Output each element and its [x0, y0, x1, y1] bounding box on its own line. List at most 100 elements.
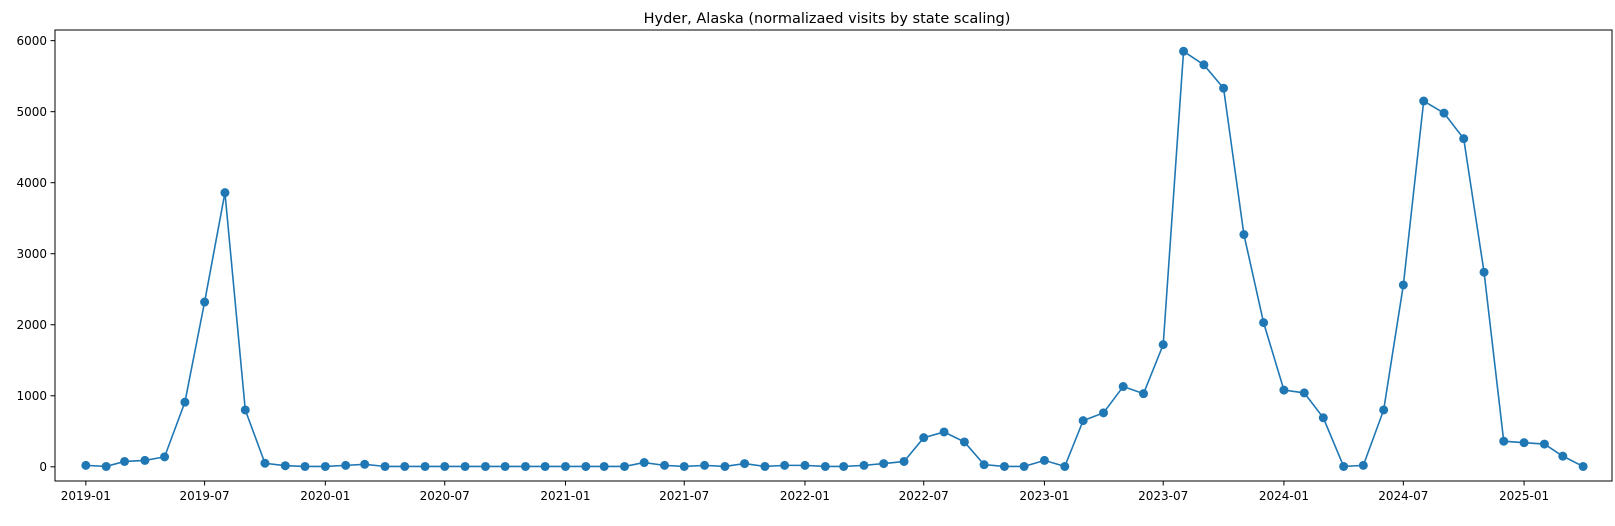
data-point [180, 397, 190, 407]
data-point [341, 460, 351, 470]
data-point [480, 461, 490, 471]
x-tick-label: 2025-01 [1499, 489, 1549, 503]
x-tick-label: 2023-07 [1138, 489, 1188, 503]
data-point [660, 460, 670, 470]
data-point [599, 461, 609, 471]
data-point [800, 460, 810, 470]
x-tick-label: 2024-01 [1259, 489, 1309, 503]
data-point [1499, 436, 1509, 446]
data-point [1199, 60, 1209, 70]
data-point [1379, 405, 1389, 415]
data-point [1459, 134, 1469, 144]
x-tick-label: 2024-07 [1378, 489, 1428, 503]
data-point [101, 461, 111, 471]
x-tick-label: 2022-01 [780, 489, 830, 503]
data-point [1539, 439, 1549, 449]
data-point [220, 188, 230, 198]
data-point [780, 460, 790, 470]
data-point [760, 461, 770, 471]
data-point [899, 456, 909, 466]
data-point [280, 461, 290, 471]
data-point [1358, 460, 1368, 470]
y-tick-label: 0 [39, 460, 47, 474]
y-tick-label: 2000 [16, 318, 47, 332]
data-point [1060, 461, 1070, 471]
data-point [1139, 389, 1149, 399]
data-point [1299, 388, 1309, 398]
data-point [1479, 267, 1489, 277]
data-point [500, 461, 510, 471]
data-point [1179, 46, 1189, 56]
y-tick-label: 6000 [16, 34, 47, 48]
series-points [81, 46, 1588, 471]
plot-area-frame [54, 29, 1613, 482]
data-point [1558, 451, 1568, 461]
data-point [1039, 455, 1049, 465]
data-point [859, 460, 869, 470]
x-tick-label: 2023-01 [1019, 489, 1069, 503]
data-point [720, 461, 730, 471]
data-point [1019, 461, 1029, 471]
data-point [400, 461, 410, 471]
data-point [1118, 382, 1128, 392]
data-point [200, 297, 210, 307]
y-tick-label: 4000 [16, 176, 47, 190]
data-point [160, 452, 170, 462]
y-tick-label: 1000 [16, 389, 47, 403]
data-point [919, 433, 929, 443]
y-axis: 0 1000 2000 3000 4000 5000 6000 [16, 34, 55, 474]
data-point [999, 461, 1009, 471]
data-point [300, 461, 310, 471]
chart-title: Hyder, Alaska (normalizaed visits by sta… [644, 11, 1011, 27]
data-point [320, 461, 330, 471]
data-point [240, 405, 250, 415]
data-point [380, 461, 390, 471]
data-point [679, 461, 689, 471]
data-point [639, 458, 649, 468]
data-point [740, 459, 750, 469]
x-tick-label: 2019-01 [61, 489, 111, 503]
data-point [1439, 108, 1449, 118]
x-tick-label: 2021-07 [659, 489, 709, 503]
data-point [1279, 385, 1289, 395]
data-point [1398, 280, 1408, 290]
data-point [1099, 408, 1108, 418]
series-line [85, 49, 1584, 468]
data-point [839, 461, 849, 471]
data-point [1158, 340, 1168, 350]
data-point [620, 461, 630, 471]
data-point [440, 461, 450, 471]
data-point [540, 461, 550, 471]
data-point [520, 461, 530, 471]
data-point [700, 460, 710, 470]
y-tick-label: 3000 [16, 247, 47, 261]
x-tick-label: 2020-07 [420, 489, 470, 503]
data-point [360, 459, 370, 469]
data-point [260, 458, 270, 468]
data-point [1519, 438, 1529, 448]
data-point [879, 459, 889, 469]
data-point [140, 455, 150, 465]
data-point [1318, 413, 1328, 423]
data-point [120, 456, 130, 466]
data-point [959, 437, 969, 447]
x-tick-label: 2021-01 [540, 489, 590, 503]
x-tick-label: 2022-07 [899, 489, 949, 503]
data-point [1339, 461, 1349, 471]
data-point [1219, 83, 1229, 93]
data-point [420, 461, 430, 471]
data-point [560, 461, 570, 471]
data-point [979, 460, 989, 470]
x-tick-label: 2020-01 [300, 489, 350, 503]
data-point [460, 461, 470, 471]
data-point [81, 460, 91, 470]
y-tick-label: 5000 [16, 105, 47, 119]
data-point [1259, 318, 1269, 328]
data-point [1419, 96, 1429, 106]
x-axis: 2019-01 2019-07 2020-01 2020-07 2021-01 2021-… [61, 481, 1549, 503]
data-point [939, 427, 949, 437]
data-point [581, 461, 591, 471]
x-tick-label: 2019-07 [180, 489, 230, 503]
data-point [1078, 416, 1088, 426]
